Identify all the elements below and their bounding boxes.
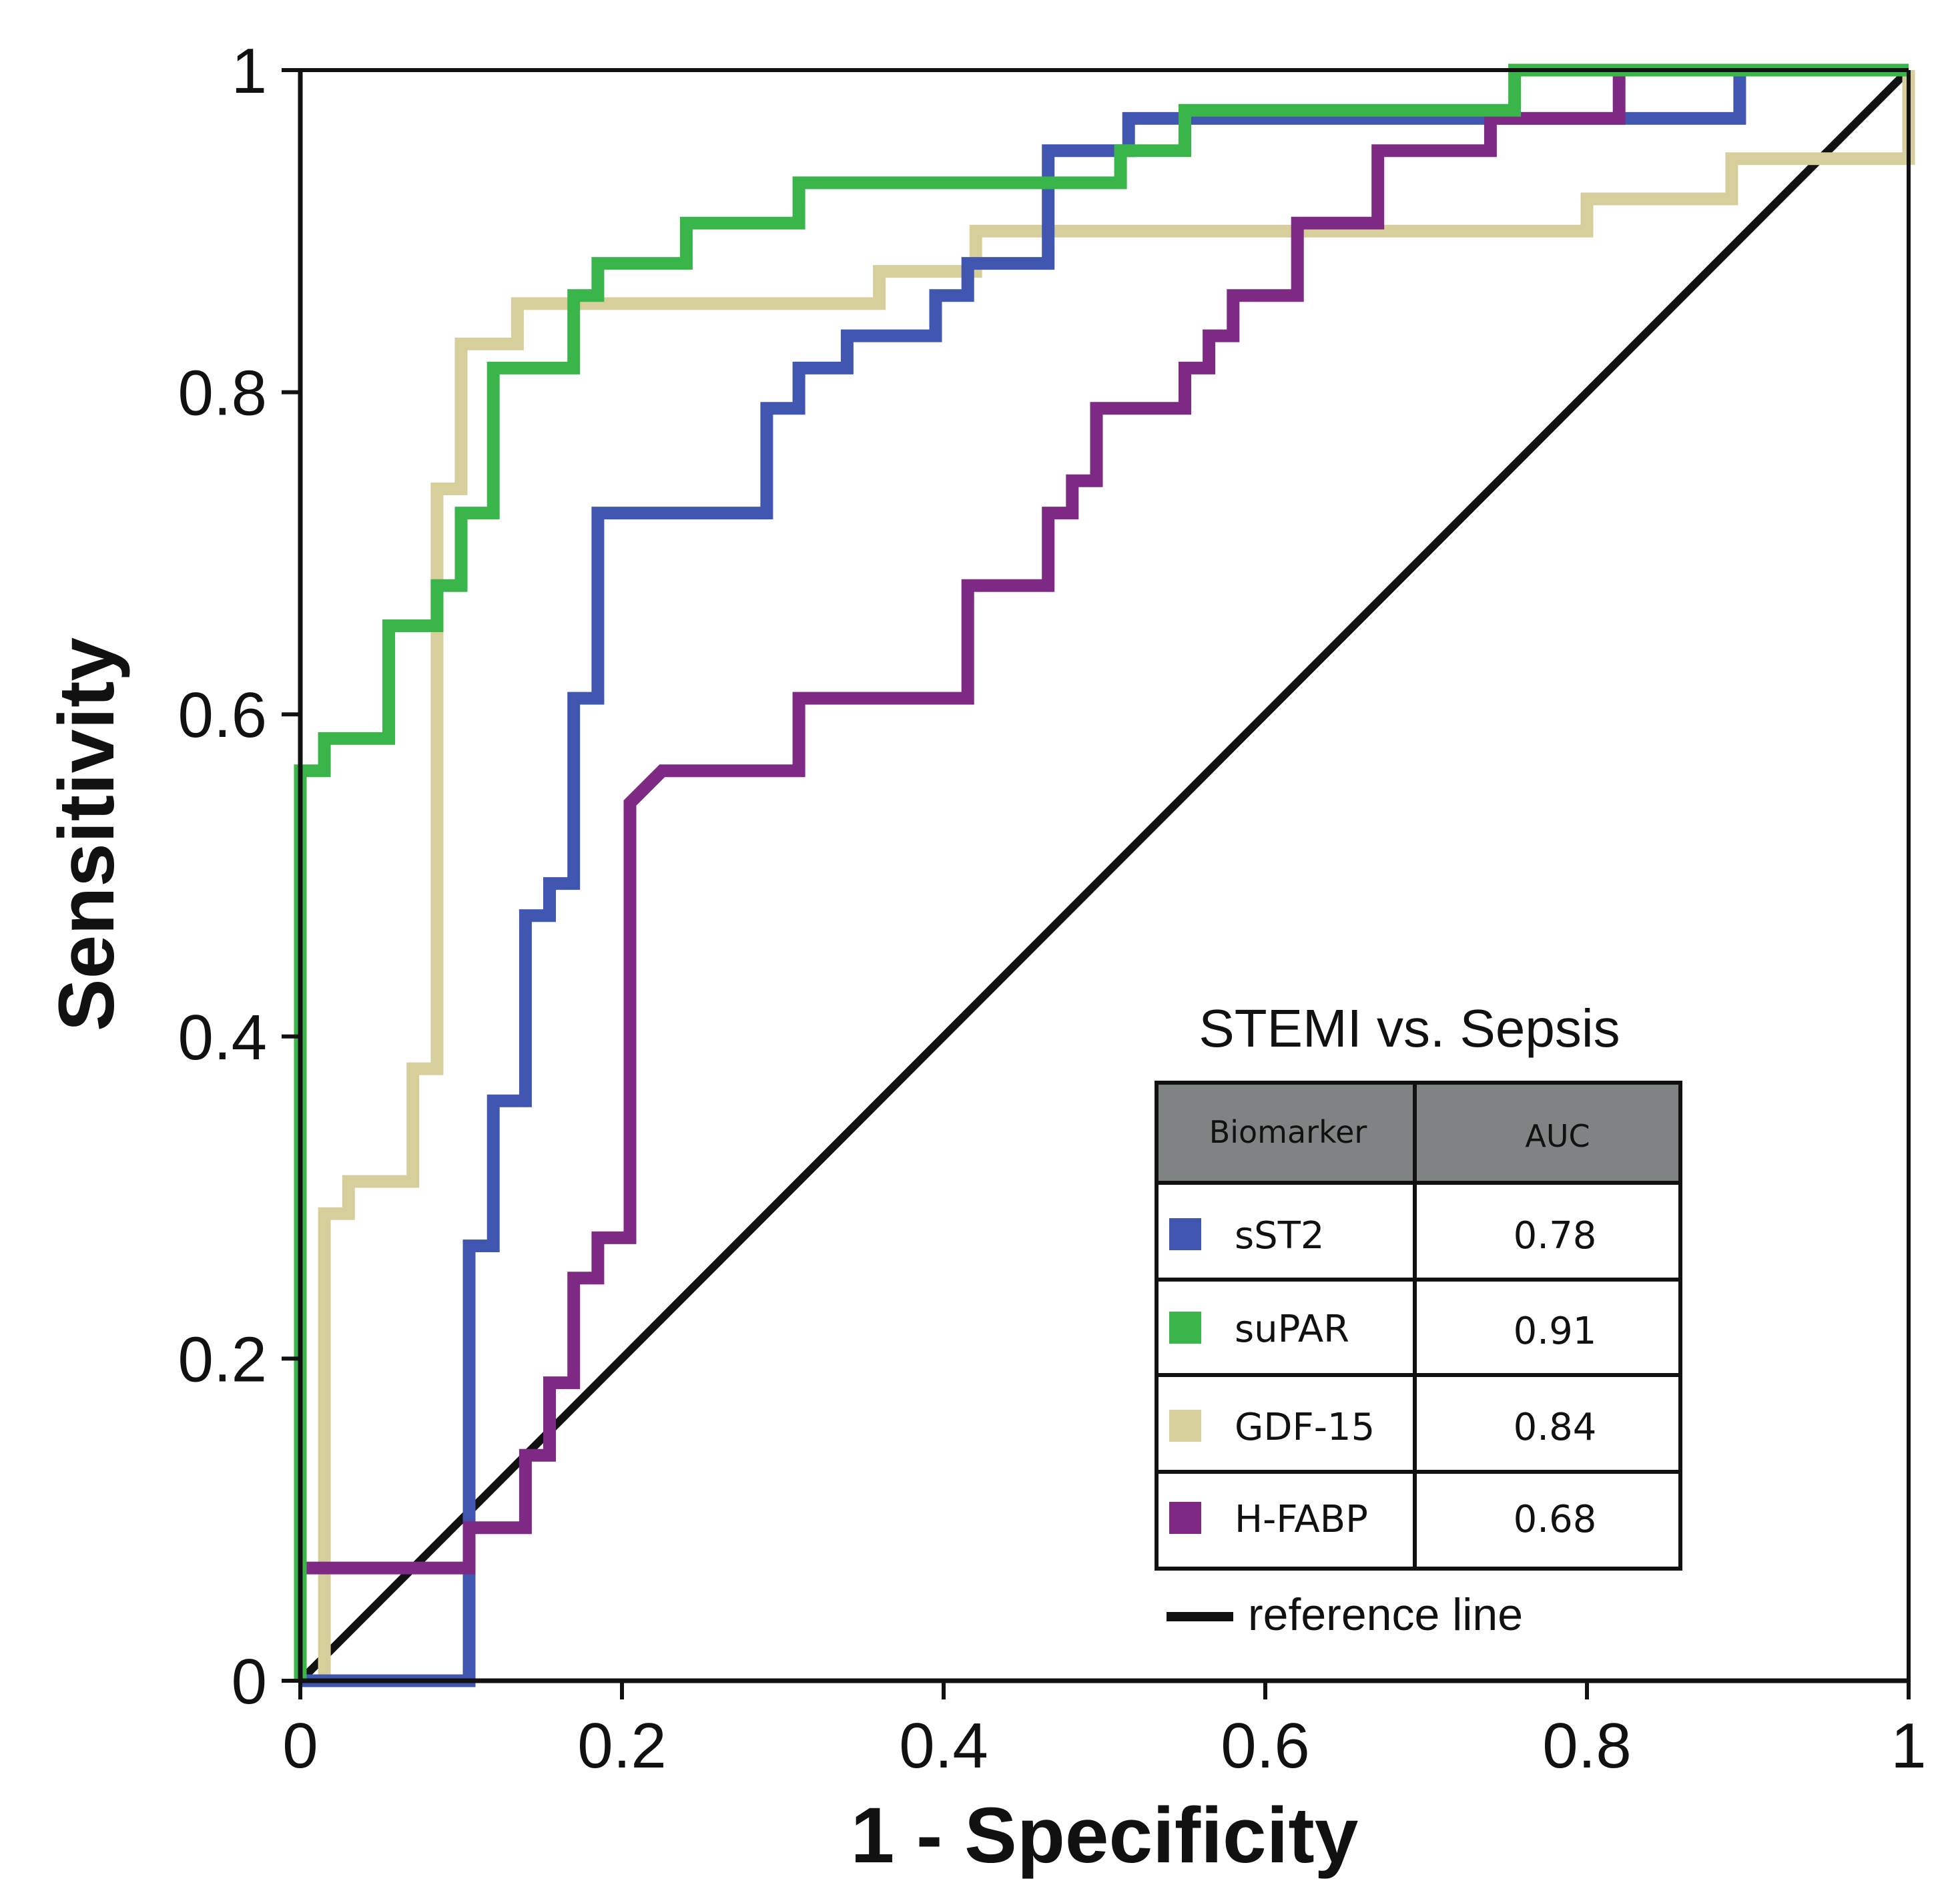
plot-frame: [298, 68, 1911, 1683]
legend-swatch: [1169, 1218, 1201, 1250]
y-tick-label: 1: [232, 35, 267, 107]
legend: STEMI vs. Sepsis Biomarker AUC sST2 0.78…: [1155, 999, 1682, 1640]
legend-header-auc: AUC: [1525, 1118, 1590, 1154]
series-line-h-fabp: [294, 63, 1909, 1681]
x-tick-label: 0.6: [1221, 1710, 1309, 1782]
y-tick-label: 0.2: [178, 1324, 267, 1395]
series-layer: [294, 63, 1915, 1687]
y-tick-label: 0.4: [178, 1002, 267, 1073]
reference-line-label: reference line: [1248, 1589, 1523, 1640]
legend-row-name: GDF-15: [1235, 1406, 1375, 1449]
x-tick-label: 0: [282, 1710, 318, 1782]
legend-table-grid: [1155, 1081, 1682, 1571]
legend-row-auc: 0.68: [1514, 1498, 1597, 1541]
legend-swatch: [1169, 1502, 1201, 1534]
reference-line-layer: [297, 67, 1912, 1684]
x-tick-label: 1: [1891, 1710, 1926, 1782]
x-tick-label: 0.2: [577, 1710, 666, 1782]
legend-row-name: H-FABP: [1235, 1498, 1368, 1541]
series-line-supar: [294, 63, 1909, 1681]
series-line-sst2: [300, 63, 1909, 1687]
y-tick-label: 0: [232, 1646, 267, 1717]
legend-swatch: [1169, 1410, 1201, 1442]
legend-row-auc: 0.91: [1514, 1310, 1597, 1353]
legend-header-biomarker: Biomarker: [1209, 1114, 1367, 1150]
series-line-gdf-15: [318, 70, 1915, 1681]
y-tick-label: 0.6: [178, 680, 267, 751]
y-tick-label: 0.8: [178, 358, 267, 429]
legend-row-name: suPAR: [1235, 1308, 1349, 1351]
x-tick-label: 0.8: [1542, 1710, 1631, 1782]
y-axis-title: Sensitivity: [43, 637, 131, 1031]
legend-swatch: [1169, 1312, 1201, 1344]
legend-row-auc: 0.84: [1514, 1406, 1597, 1449]
tick-labels: 0 0.2 0.4 0.6 0.8 1 0 0.2 0.4 0.6 0.8 1: [178, 35, 1927, 1782]
legend-row-name: sST2: [1235, 1214, 1325, 1258]
reference-line: [297, 67, 1912, 1684]
legend-title: STEMI vs. Sepsis: [1199, 999, 1620, 1058]
x-axis-title: 1 - Specificity: [851, 1792, 1359, 1880]
legend-row-auc: 0.78: [1514, 1214, 1597, 1258]
x-tick-label: 0.4: [899, 1710, 988, 1782]
legend-header-bg: [1157, 1083, 1680, 1183]
